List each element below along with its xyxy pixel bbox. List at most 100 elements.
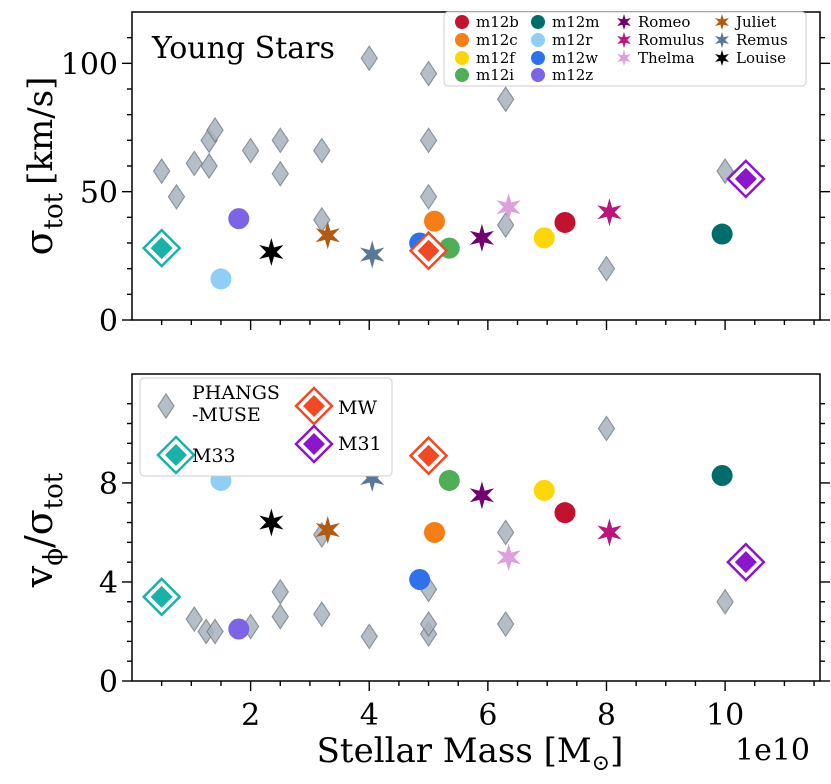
phangs-point xyxy=(241,137,260,164)
legend-marker-m12f xyxy=(455,51,469,65)
legend-marker-Romulus xyxy=(617,32,631,48)
sim-point-m12i xyxy=(438,469,460,491)
sim-point-m12r xyxy=(210,268,232,290)
y-tick-label: 0 xyxy=(99,304,118,339)
legend-label-m12c: m12c xyxy=(476,31,518,49)
legend-marker-m12w xyxy=(531,51,545,65)
x-tick-label: 6 xyxy=(478,698,497,733)
ref-point-M31 xyxy=(726,542,766,582)
legend-marker-mw xyxy=(294,386,334,426)
sim-point-Romulus xyxy=(597,198,622,227)
sim-point-Remus xyxy=(360,240,385,269)
sim-point-Romeo xyxy=(469,481,495,510)
phangs-point xyxy=(271,603,289,630)
legend-marker-Romeo xyxy=(617,14,631,30)
phangs-point xyxy=(271,127,289,154)
phangs-point xyxy=(271,578,289,605)
y-tick-label: 50 xyxy=(80,176,118,211)
phangs-point xyxy=(167,183,186,210)
phangs-point xyxy=(496,211,515,239)
sim-point-m12m xyxy=(711,465,733,487)
sim-point-m12z xyxy=(228,208,250,230)
phangs-point xyxy=(313,137,331,164)
bottom-reference-points xyxy=(141,435,766,617)
phangs-point xyxy=(271,160,289,187)
sim-point-m12b xyxy=(554,502,576,524)
top-ylabel-sigma: σ xyxy=(17,229,61,255)
bottom-plot-frame xyxy=(131,373,821,682)
sim-point-Romulus xyxy=(597,518,622,547)
sim-point-m12f xyxy=(533,227,555,249)
x-axis-label: Stellar Mass [M⊙] xyxy=(317,731,624,776)
sim-point-m12m xyxy=(711,223,733,245)
x-tick-label: 4 xyxy=(360,698,379,733)
bottom-axis-ticks: 2 4 6 8 10 0 4 8 xyxy=(99,403,830,733)
sim-point-m12b xyxy=(554,211,576,233)
phangs-point xyxy=(185,606,203,633)
legend-label-Remus: Remus xyxy=(736,31,788,49)
ref-point-MW xyxy=(408,435,449,476)
phangs-point xyxy=(597,415,616,442)
svg-text:vϕ/σtot: vϕ/σtot xyxy=(17,472,69,588)
legend-marker-m12i xyxy=(455,68,469,82)
phangs-point xyxy=(496,610,515,638)
legend-label-m12m: m12m xyxy=(552,13,600,31)
bottom-legend-markers xyxy=(156,386,334,475)
phangs-point xyxy=(360,45,378,72)
sim-point-m12f xyxy=(533,479,555,501)
sim-point-Louise xyxy=(259,237,284,266)
legend-marker-m31 xyxy=(294,424,334,464)
legend-phangs-line1: PHANGS xyxy=(192,382,280,404)
sim-point-m12c xyxy=(423,210,445,232)
phangs-point xyxy=(200,152,218,180)
phangs-point xyxy=(185,150,203,177)
top-reference-points xyxy=(141,159,766,271)
sim-point-Juliet xyxy=(315,515,340,544)
phangs-point xyxy=(360,623,378,650)
bottom-ylabel-tot: tot xyxy=(39,472,69,509)
bottom-phangs-points xyxy=(185,415,734,650)
legend-label-m12f: m12f xyxy=(476,49,516,67)
sim-point-Juliet xyxy=(315,221,340,250)
phangs-point xyxy=(716,588,734,615)
top-legend-frame xyxy=(443,11,807,87)
top-ylabel-sub: tot xyxy=(39,192,69,229)
legend-label-m12w: m12w xyxy=(552,49,598,67)
phangs-point xyxy=(419,127,438,154)
legend-phangs-line2: -MUSE xyxy=(192,404,261,426)
ref-point-M31 xyxy=(726,159,766,199)
bottom-simulation-points xyxy=(210,463,733,640)
legend-label-m12r: m12r xyxy=(552,31,593,49)
phangs-point xyxy=(496,86,515,113)
phangs-point xyxy=(152,158,171,185)
legend-marker-Juliet xyxy=(715,14,729,30)
legend-m33-label: M33 xyxy=(192,445,236,467)
legend-marker-m12b xyxy=(455,15,469,29)
y-tick-label: 100 xyxy=(61,47,118,82)
phangs-point xyxy=(206,116,224,144)
young-stars-annotation: Young Stars xyxy=(151,31,335,66)
legend-marker-m12c xyxy=(455,33,469,47)
x-tick-label: 8 xyxy=(597,698,616,733)
x-label-sun: ⊙ xyxy=(592,751,610,776)
bottom-ylabel-slash: /σ xyxy=(17,509,61,548)
ref-point-MW xyxy=(408,230,449,271)
legend-label-m12z: m12z xyxy=(552,66,593,84)
sim-point-m12c xyxy=(423,521,445,543)
legend-marker-Thelma xyxy=(617,50,631,66)
legend-label-m12i: m12i xyxy=(476,66,514,84)
legend-marker-m33 xyxy=(156,435,196,475)
y-tick-label: 0 xyxy=(99,665,118,700)
top-ylabel-unit: [km/s] xyxy=(21,77,61,185)
legend-label-Juliet: Juliet xyxy=(734,13,776,31)
legend-marker-Remus xyxy=(715,32,729,48)
y-tick-label: 8 xyxy=(99,467,118,502)
phangs-point xyxy=(206,618,224,645)
top-y-axis-label: σtot [km/s] xyxy=(17,77,69,256)
sim-point-m12w xyxy=(409,568,431,590)
top-simulation-points xyxy=(210,193,733,290)
top-axis-ticks: 0 50 100 xyxy=(61,36,830,339)
